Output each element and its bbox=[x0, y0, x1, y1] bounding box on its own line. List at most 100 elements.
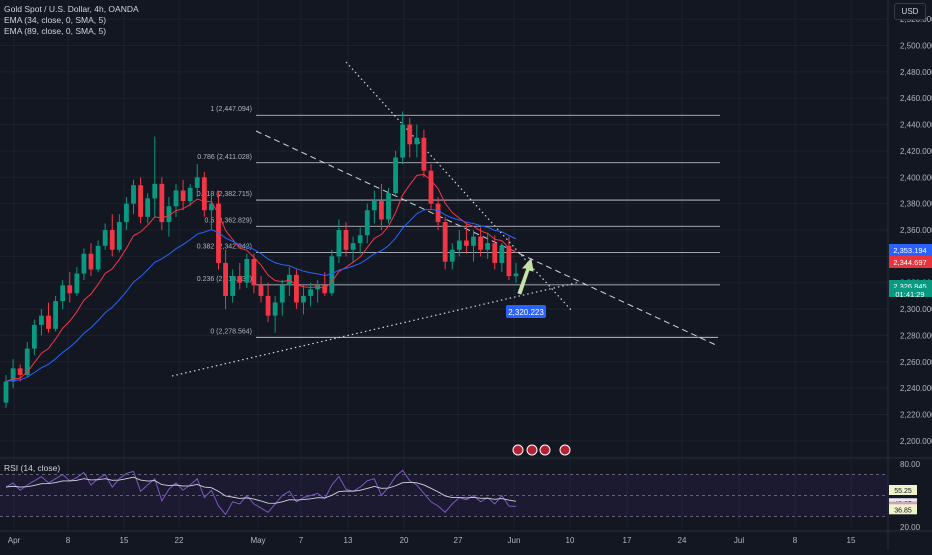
candle-body bbox=[322, 285, 328, 294]
fib-label: 0.5 (2,362.829) bbox=[205, 217, 252, 224]
ema34-line bbox=[5, 173, 517, 382]
trendline-dashed bbox=[255, 130, 719, 347]
price-badge bbox=[889, 256, 932, 268]
candle-body bbox=[10, 368, 16, 382]
candle-body bbox=[294, 274, 299, 303]
y-tick-label: 2,420.000 bbox=[900, 147, 932, 156]
y-tick-label: 2,220.000 bbox=[900, 410, 932, 419]
candle-body bbox=[371, 201, 377, 211]
chart-legend: Gold Spot / U.S. Dollar, 4h, OANDA EMA (… bbox=[4, 4, 139, 37]
y-tick-label: 2,260.000 bbox=[900, 358, 932, 367]
candle-body bbox=[230, 276, 236, 296]
candle-body bbox=[393, 157, 398, 194]
candle-body bbox=[471, 236, 476, 246]
ema89-legend[interactable]: EMA (89, close, 0, SMA, 5) bbox=[4, 26, 107, 36]
fib-label: 0.786 (2,411.028) bbox=[197, 154, 252, 161]
x-tick-label: 27 bbox=[454, 536, 463, 545]
price-badge-label: 2,326.845 bbox=[893, 282, 926, 291]
rsi-tick-label: 80.00 bbox=[900, 460, 921, 469]
candle-body bbox=[201, 177, 207, 211]
candle-body bbox=[442, 222, 448, 262]
candle-body bbox=[209, 203, 214, 211]
rsi-line bbox=[5, 469, 517, 516]
y-tick-label: 2,460.000 bbox=[900, 94, 932, 103]
candle-body bbox=[39, 315, 44, 325]
y-tick-label: 2,280.000 bbox=[900, 331, 932, 340]
candle-body bbox=[414, 137, 420, 145]
candle-body bbox=[24, 348, 30, 375]
x-tick-label: 13 bbox=[344, 536, 353, 545]
candle-body bbox=[244, 258, 250, 283]
candle-body bbox=[31, 324, 37, 349]
y-tick-label: 2,480.000 bbox=[900, 68, 932, 77]
candle-body bbox=[449, 249, 455, 262]
candle-body bbox=[499, 245, 505, 263]
price-badge-label: 01:41:29 bbox=[895, 290, 924, 299]
candle-body bbox=[456, 240, 462, 250]
x-tick-label: 8 bbox=[66, 536, 71, 545]
y-tick-label: 2,360.000 bbox=[900, 226, 932, 235]
trendline-dotted-down bbox=[345, 61, 573, 312]
price-badge-label: 2,353.194 bbox=[893, 246, 926, 255]
candle-body bbox=[301, 295, 306, 303]
event-flag-icon bbox=[512, 444, 524, 456]
candle-body bbox=[17, 368, 23, 375]
price-callout-label: 2,320.223 bbox=[508, 308, 544, 317]
candle-body bbox=[336, 230, 342, 257]
candle-body bbox=[131, 185, 136, 204]
price-badge-label: 2,344.697 bbox=[893, 258, 926, 267]
symbol-title[interactable]: Gold Spot / U.S. Dollar, 4h, OANDA bbox=[4, 4, 139, 14]
candle-body bbox=[53, 301, 58, 329]
x-tick-label: 17 bbox=[623, 536, 632, 545]
rsi-ma-line bbox=[5, 476, 517, 504]
candle-body bbox=[67, 285, 73, 294]
candle-body bbox=[95, 245, 101, 270]
candle-body bbox=[485, 243, 491, 250]
candle-body bbox=[435, 203, 441, 223]
candle-body bbox=[279, 285, 285, 303]
x-tick-label: 20 bbox=[400, 536, 409, 545]
candle-body bbox=[138, 185, 143, 217]
x-tick-label: May bbox=[250, 536, 265, 545]
candle-body bbox=[329, 256, 335, 294]
event-flag-icon bbox=[539, 444, 551, 456]
x-tick-label: 10 bbox=[566, 536, 575, 545]
candle-body bbox=[194, 177, 200, 188]
candle-body bbox=[145, 198, 151, 217]
fib-label: 0.618 (2,382.715) bbox=[197, 191, 252, 198]
y-tick-label: 2,380.000 bbox=[900, 200, 932, 209]
price-badge bbox=[889, 244, 932, 256]
x-tick-label: Jun bbox=[508, 536, 521, 545]
fib-label: 0 (2,278.564) bbox=[210, 328, 252, 335]
price-callout bbox=[506, 305, 546, 318]
ema89-line bbox=[5, 208, 517, 383]
y-tick-label: 2,200.000 bbox=[900, 437, 932, 446]
candle-body bbox=[173, 190, 179, 207]
candle-body bbox=[223, 262, 228, 296]
x-tick-label: 22 bbox=[175, 536, 184, 545]
candle-body bbox=[124, 203, 129, 223]
candle-body bbox=[357, 235, 363, 244]
candle-body bbox=[272, 302, 278, 316]
candle-body bbox=[81, 253, 87, 274]
currency-button[interactable]: USD bbox=[894, 3, 926, 20]
candle-body bbox=[421, 137, 427, 171]
event-flag-icon bbox=[526, 444, 538, 456]
rsi-badge-label: 55.25 bbox=[894, 488, 912, 495]
x-tick-label: Jul bbox=[734, 536, 744, 545]
rsi-badge-label: 36.85 bbox=[894, 507, 912, 514]
candle-body bbox=[46, 315, 51, 329]
x-tick-label: 15 bbox=[120, 536, 129, 545]
candle-body bbox=[109, 230, 115, 250]
candle-body bbox=[364, 210, 370, 236]
fib-label: 1 (2,447.094) bbox=[210, 106, 252, 113]
rsi-legend[interactable]: RSI (14, close) bbox=[4, 463, 61, 473]
candle-body bbox=[88, 253, 94, 270]
ema34-legend[interactable]: EMA (34, close, 0, SMA, 5) bbox=[4, 15, 107, 25]
candle-body bbox=[513, 273, 519, 277]
rsi-badge bbox=[889, 484, 917, 495]
candle-body bbox=[180, 190, 186, 202]
candle-body bbox=[343, 230, 349, 250]
